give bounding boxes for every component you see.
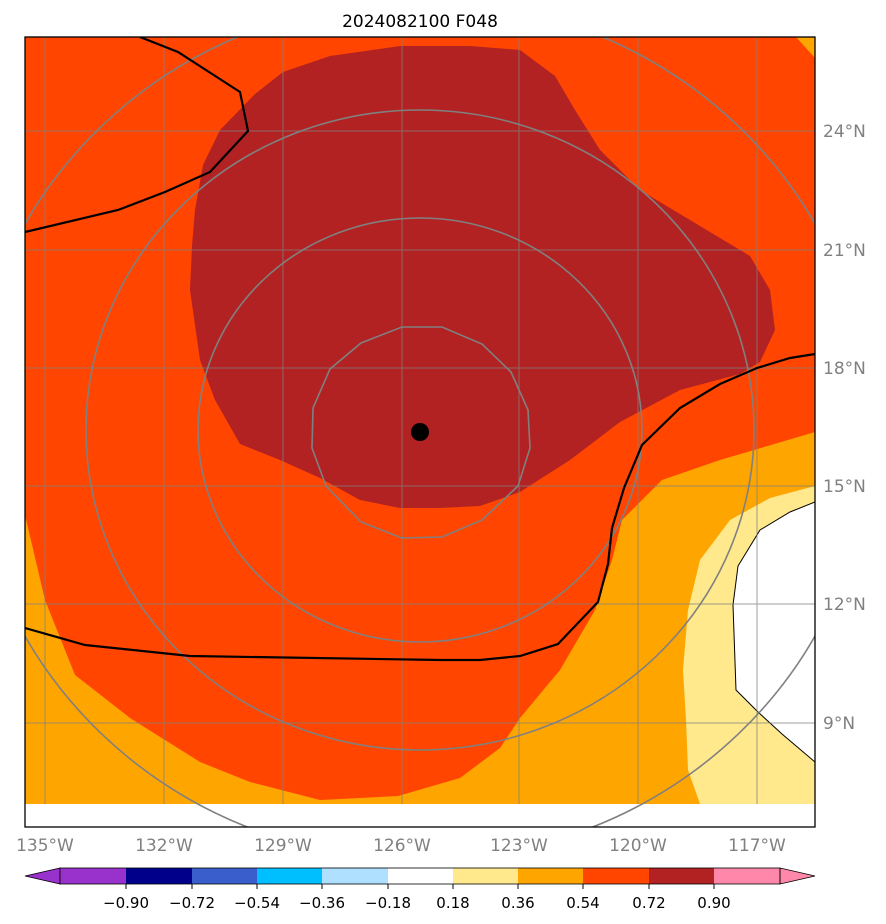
colorbar-swatch	[518, 868, 583, 884]
colorbar-swatch	[388, 868, 453, 884]
band-neutral	[732, 501, 815, 763]
colorbar-tick-label: −0.90	[103, 894, 149, 912]
range-ring-3	[85, 109, 755, 751]
colorbar-tick-label: 0.36	[501, 894, 534, 912]
map-panel	[25, 37, 815, 827]
colorbar-tick-label: 0.18	[436, 894, 469, 912]
range-rings	[25, 37, 815, 827]
colorbar-swatch	[126, 868, 192, 884]
lat-labels: 24°N 21°N 18°N 15°N 12°N 9°N	[823, 122, 866, 734]
lat-label: 9°N	[823, 714, 855, 734]
colorbar-tick-labels: −0.90 −0.72 −0.54 −0.36 −0.18 0.18 0.36 …	[103, 894, 731, 912]
contour-fill	[25, 37, 815, 804]
range-ring-1	[311, 326, 531, 539]
colorbar-tick-label: 0.54	[566, 894, 599, 912]
band-072-090	[190, 46, 775, 508]
gridlines	[25, 37, 815, 804]
colorbar-swatch	[714, 868, 780, 884]
lon-labels: 135°W 132°W 129°W 126°W 123°W 120°W 117°…	[16, 836, 786, 856]
coastline	[25, 37, 815, 662]
colorbar-tick-label: −0.18	[365, 894, 411, 912]
colorbar-tick-label: 0.72	[632, 894, 665, 912]
lon-label: 120°W	[609, 836, 667, 856]
colorbar-swatch	[257, 868, 322, 884]
colorbar-extend-high	[779, 867, 816, 885]
lon-label: 129°W	[254, 836, 312, 856]
colorbar-outline	[59, 867, 781, 885]
colorbar-swatch	[192, 868, 257, 884]
lat-label: 21°N	[823, 241, 866, 261]
colorbar-ticks	[125, 884, 715, 889]
colorbar-swatch	[649, 868, 714, 884]
lat-label: 12°N	[823, 595, 866, 615]
lat-label: 24°N	[823, 122, 866, 142]
lat-label: 15°N	[823, 477, 866, 497]
map-frame	[24, 36, 816, 828]
map-title: 2024082100 F048	[342, 12, 498, 32]
lon-label: 117°W	[728, 836, 786, 856]
colorbar-swatch	[322, 868, 388, 884]
colorbar-tick-label: −0.36	[299, 894, 345, 912]
lon-label: 123°W	[490, 836, 548, 856]
lat-label: 18°N	[823, 359, 866, 379]
colorbar-swatch	[583, 868, 649, 884]
lon-label: 135°W	[16, 836, 74, 856]
colorbar-tick-label: 0.90	[697, 894, 730, 912]
colorbar-tick-label: −0.72	[169, 894, 215, 912]
colorbar-extend-low	[24, 867, 61, 885]
band-036-054-ne	[796, 37, 815, 58]
storm-center-marker	[411, 423, 429, 441]
lon-label: 126°W	[373, 836, 431, 856]
band-036-054-south	[25, 432, 815, 804]
colorbar: −0.90 −0.72 −0.54 −0.36 −0.18 0.18 0.36 …	[24, 867, 816, 912]
range-ring-2	[197, 217, 643, 643]
lon-label: 132°W	[135, 836, 193, 856]
colorbar-swatch	[453, 868, 518, 884]
colorbar-swatch	[60, 868, 126, 884]
colorbar-tick-label: −0.54	[234, 894, 280, 912]
